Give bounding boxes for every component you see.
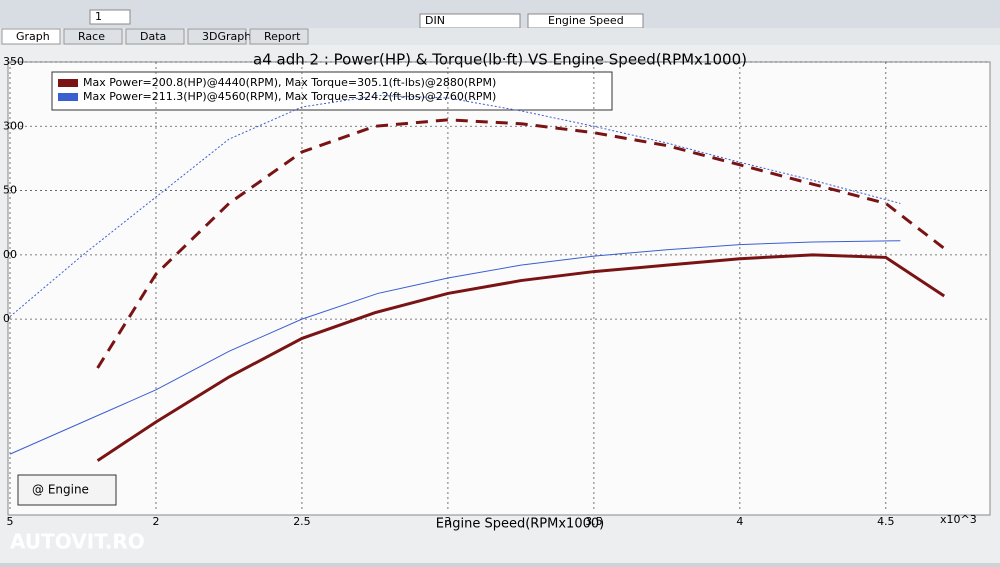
legend-label: Max Power=211.3(HP)@4560(RPM), Max Torqu… <box>83 90 496 103</box>
x-tick-label: 3 <box>444 515 451 528</box>
x-tick-label: 2.5 <box>293 515 311 528</box>
y-tick-label: 50 <box>3 184 17 197</box>
x-tick-label: 4 <box>736 515 743 528</box>
tab[interactable] <box>249 28 309 45</box>
standard: DIN <box>425 14 445 27</box>
x-axis: Engine Speed <box>548 14 624 27</box>
legend <box>51 71 613 111</box>
legend-swatch <box>58 93 78 101</box>
torque-line <box>9 94 901 317</box>
power-line <box>9 240 901 455</box>
x-multiplier: x10^3 <box>940 513 977 526</box>
legend-label: Max Power=200.8(HP)@4440(RPM), Max Torqu… <box>83 76 496 89</box>
torque-line <box>96 118 946 369</box>
tab-label: Graph <box>16 30 50 43</box>
y-tick-label: 300 <box>3 119 24 132</box>
engine-label: @ Engine <box>32 483 89 497</box>
tab-label: Race <box>78 30 105 43</box>
tab[interactable] <box>1 28 61 45</box>
x-tick-label: 4.5 <box>877 515 895 528</box>
y-tick-label: 0 <box>3 312 10 325</box>
y-tick-label: 350 <box>3 55 24 68</box>
y-tick-label: 00 <box>3 248 17 261</box>
x-tick-label: 5 <box>7 515 14 528</box>
legend-swatch <box>58 79 78 87</box>
plot-area <box>7 61 991 516</box>
chart-title: a4 adh 2 : Power(HP) & Torque(lb·ft) VS … <box>253 51 747 69</box>
field-box[interactable] <box>89 9 131 25</box>
watermark: AUTOVIT.RO <box>10 530 145 554</box>
x-tick-label: 3.5 <box>585 515 603 528</box>
x-tick-label: 2 <box>152 515 159 528</box>
x-axis-label: Engine Speed(RPMx1000) <box>436 517 604 532</box>
power-line <box>96 253 946 462</box>
tab[interactable] <box>187 28 247 45</box>
tab-label: Report <box>264 30 301 43</box>
tab-label: Data <box>140 30 166 43</box>
tab[interactable] <box>125 28 185 45</box>
tab-label: 3DGraph <box>202 30 251 43</box>
field: 1 <box>95 10 102 23</box>
engine-button[interactable] <box>17 474 117 506</box>
tab[interactable] <box>63 28 123 45</box>
